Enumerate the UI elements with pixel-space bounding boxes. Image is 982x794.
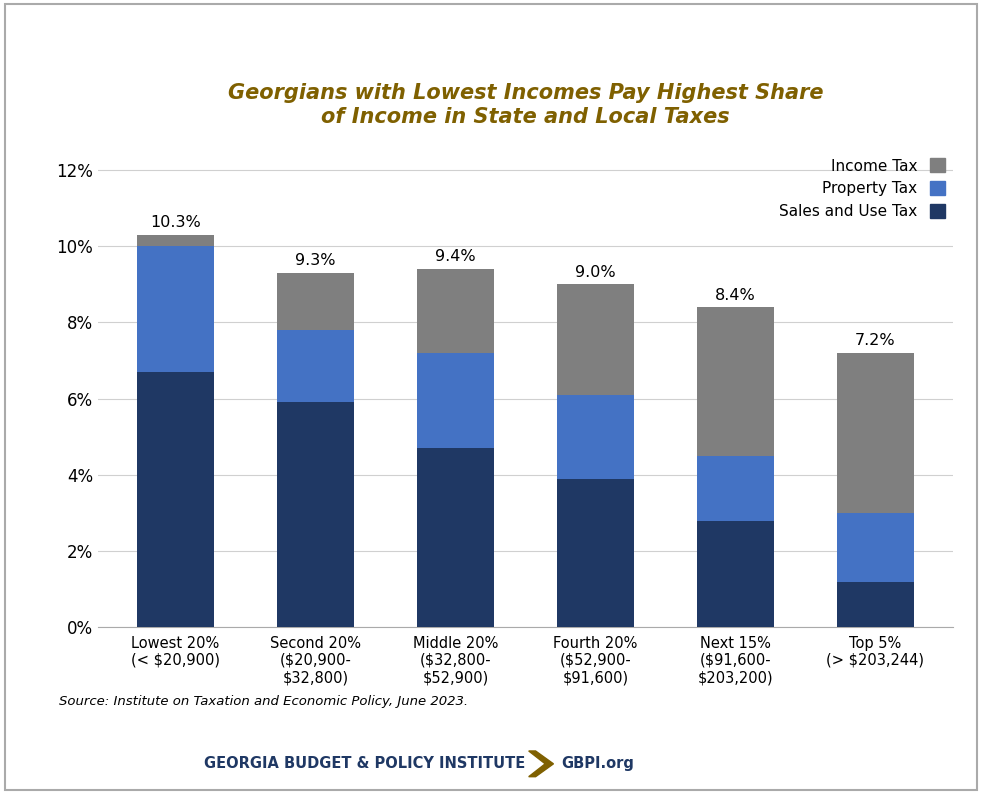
Text: GEORGIA BUDGET & POLICY INSTITUTE: GEORGIA BUDGET & POLICY INSTITUTE <box>204 757 525 771</box>
Text: 9.3%: 9.3% <box>296 253 336 268</box>
Bar <box>417 448 494 627</box>
Text: GBPI.org: GBPI.org <box>562 757 634 771</box>
Polygon shape <box>528 751 554 777</box>
Bar <box>137 372 214 627</box>
Text: Georgians with Lowest Incomes Pay Highest Share
of Income in State and Local Tax: Georgians with Lowest Incomes Pay Highes… <box>228 83 823 126</box>
Bar <box>277 330 354 403</box>
Bar <box>417 353 494 448</box>
Bar <box>837 353 913 513</box>
Bar <box>837 581 913 627</box>
Text: 7.2%: 7.2% <box>855 333 896 349</box>
Bar <box>277 403 354 627</box>
Bar <box>557 479 633 627</box>
Legend: Income Tax, Property Tax, Sales and Use Tax: Income Tax, Property Tax, Sales and Use … <box>773 152 951 225</box>
Text: Source: Institute on Taxation and Economic Policy, June 2023.: Source: Institute on Taxation and Econom… <box>59 695 468 707</box>
Bar <box>697 307 774 456</box>
Bar <box>277 273 354 330</box>
Bar <box>697 456 774 521</box>
Bar <box>417 269 494 353</box>
Bar <box>837 513 913 581</box>
Bar <box>137 246 214 372</box>
Text: 9.0%: 9.0% <box>575 264 616 279</box>
Bar <box>137 235 214 246</box>
Bar <box>557 284 633 395</box>
Text: 8.4%: 8.4% <box>715 287 756 303</box>
Bar <box>557 395 633 479</box>
Text: 9.4%: 9.4% <box>435 249 475 264</box>
Text: 10.3%: 10.3% <box>150 215 201 230</box>
Bar <box>697 521 774 627</box>
